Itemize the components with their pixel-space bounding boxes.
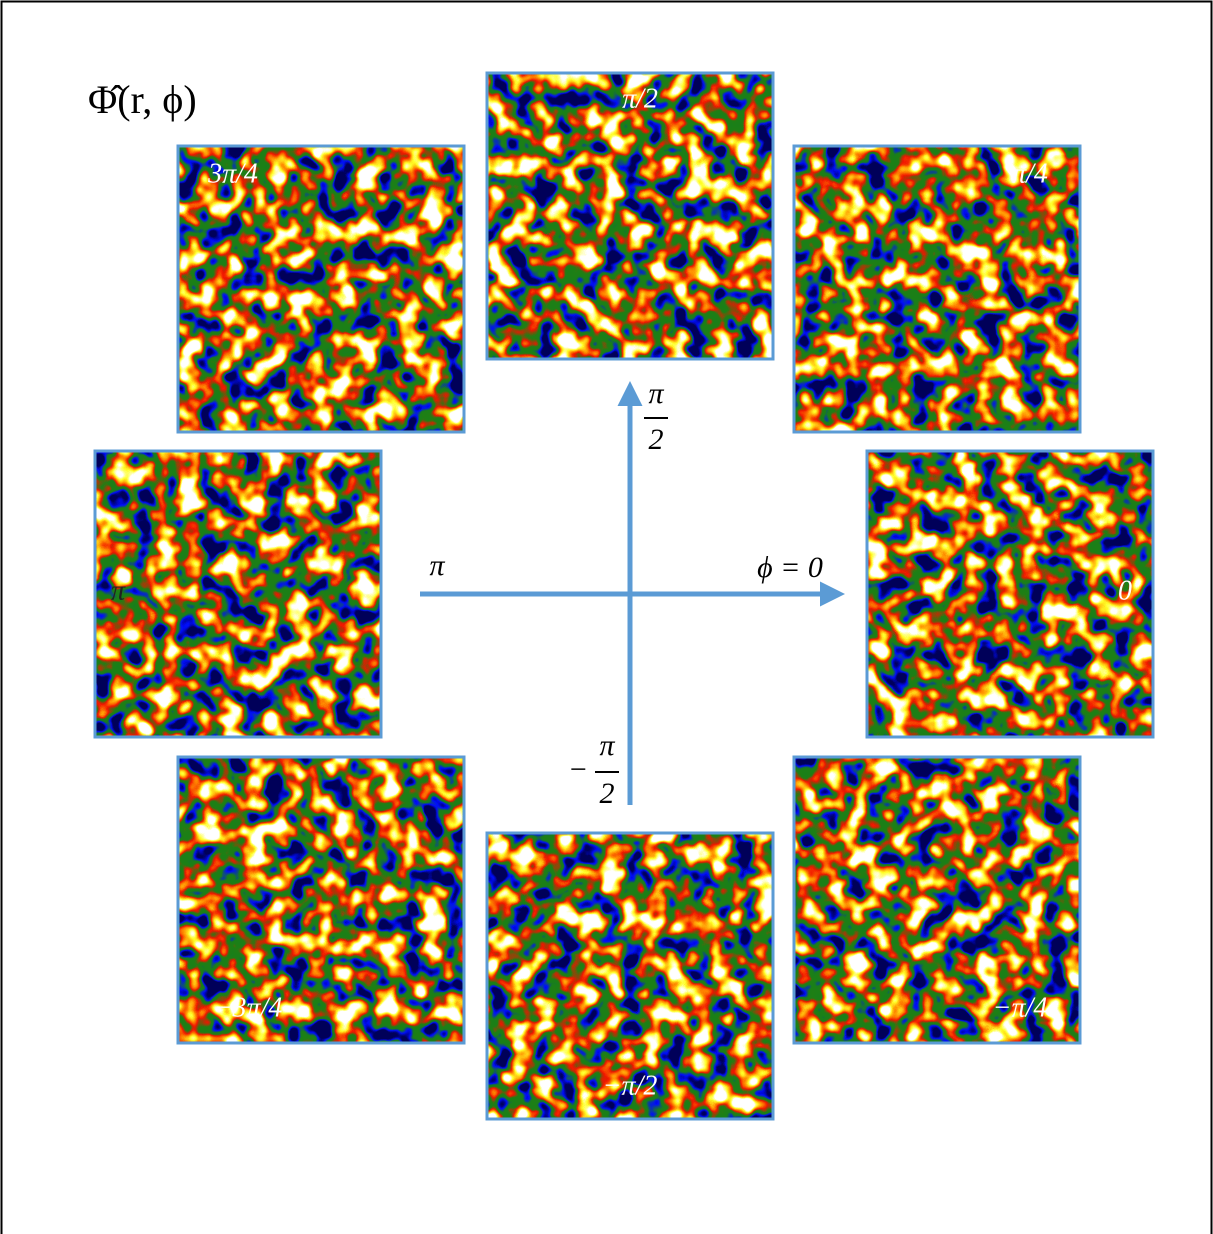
panel-border (865, 449, 1155, 739)
panel-border (485, 831, 775, 1121)
panel-label: −π/2 (603, 1070, 658, 1101)
panel: −π/2 (485, 831, 775, 1121)
fraction-denominator: 2 (600, 777, 615, 810)
noise-map (487, 73, 773, 359)
panel: −3π/4 (176, 755, 466, 1045)
panel-border (792, 144, 1082, 434)
panel-label: π/4 (1012, 158, 1048, 189)
panel-label: −π/4 (993, 992, 1048, 1023)
panel-border (176, 144, 466, 434)
panel-border (93, 449, 383, 739)
panel-label: π (111, 575, 126, 606)
noise-map (178, 146, 464, 432)
sign: − (568, 753, 588, 786)
panel-label: 0 (1118, 575, 1132, 606)
fraction-numerator: π (599, 729, 615, 762)
panel: π/2 (485, 71, 775, 361)
noise-map (95, 451, 381, 737)
panel-label: π/2 (622, 83, 658, 114)
title: Φ̂(r, ϕ) (88, 77, 197, 122)
noise-map (178, 757, 464, 1043)
panel: π/4 (792, 144, 1082, 434)
axis-label: π (429, 549, 445, 582)
noise-map (794, 757, 1080, 1043)
panel-border (176, 755, 466, 1045)
panels: π/2 3π/4 π/4 π 0 −3π/4 −π/2 −π/4 (93, 71, 1155, 1121)
panel-label: −3π/4 (214, 992, 283, 1023)
panel-border (792, 755, 1082, 1045)
panel-label: 3π/4 (207, 158, 258, 189)
noise-map (487, 833, 773, 1119)
fraction-denominator: 2 (649, 423, 664, 456)
panel: −π/4 (792, 755, 1082, 1045)
panel: 3π/4 (176, 144, 466, 434)
noise-map (867, 451, 1153, 737)
fraction-numerator: π (648, 377, 664, 410)
axis-label: ϕ = 0 (757, 551, 823, 584)
panel-border (485, 71, 775, 361)
panel: 0 (865, 449, 1155, 739)
panel: π (93, 449, 383, 739)
noise-map (794, 146, 1080, 432)
